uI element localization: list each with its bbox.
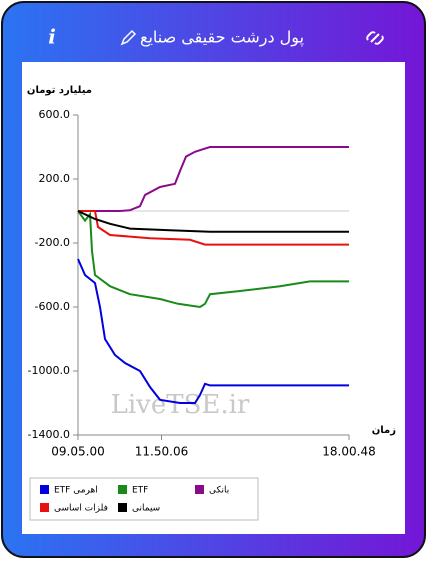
panel — [22, 62, 405, 534]
x-tick-label: 11.50.06 — [135, 445, 188, 459]
legend-swatch — [118, 503, 127, 512]
title: پول درشت حقیقی صنایع — [140, 28, 304, 48]
x-tick-label: 18.00.48 — [322, 445, 375, 459]
legend-swatch — [40, 485, 49, 494]
watermark: LiveTSE.ir — [111, 390, 250, 420]
legend-label: سیمانی — [132, 504, 160, 514]
x-tick-label: 09.05.00 — [51, 445, 104, 459]
series-line — [77, 210, 349, 309]
y-tick-label: 200.0 — [39, 172, 71, 185]
edit-icon[interactable] — [120, 29, 137, 46]
y-tick-label: -1400.0 — [28, 428, 70, 441]
series-line — [78, 146, 349, 212]
info-button[interactable]: i — [48, 25, 56, 49]
legend-label: فلزات اساسی — [54, 504, 108, 514]
y-axis-label: میلیارد تومان — [27, 85, 92, 96]
series-line — [77, 210, 349, 233]
legend-label: بانکی — [209, 486, 229, 496]
y-tick-label: -200.0 — [35, 236, 70, 249]
legend-label: ETF اهرمی — [54, 486, 98, 496]
y-tick-label: -600.0 — [35, 300, 70, 313]
series-line — [77, 258, 349, 404]
series-line — [78, 210, 349, 246]
legend-swatch — [118, 485, 127, 494]
y-tick-label: -1000.0 — [28, 364, 70, 377]
y-tick-label: 600.0 — [39, 108, 71, 121]
legend-swatch — [195, 485, 204, 494]
link-icon[interactable] — [366, 31, 384, 45]
x-axis-label: زمان — [372, 425, 396, 436]
legend — [29, 477, 259, 521]
legend-swatch — [40, 503, 49, 512]
legend-label: ETF — [132, 486, 148, 496]
